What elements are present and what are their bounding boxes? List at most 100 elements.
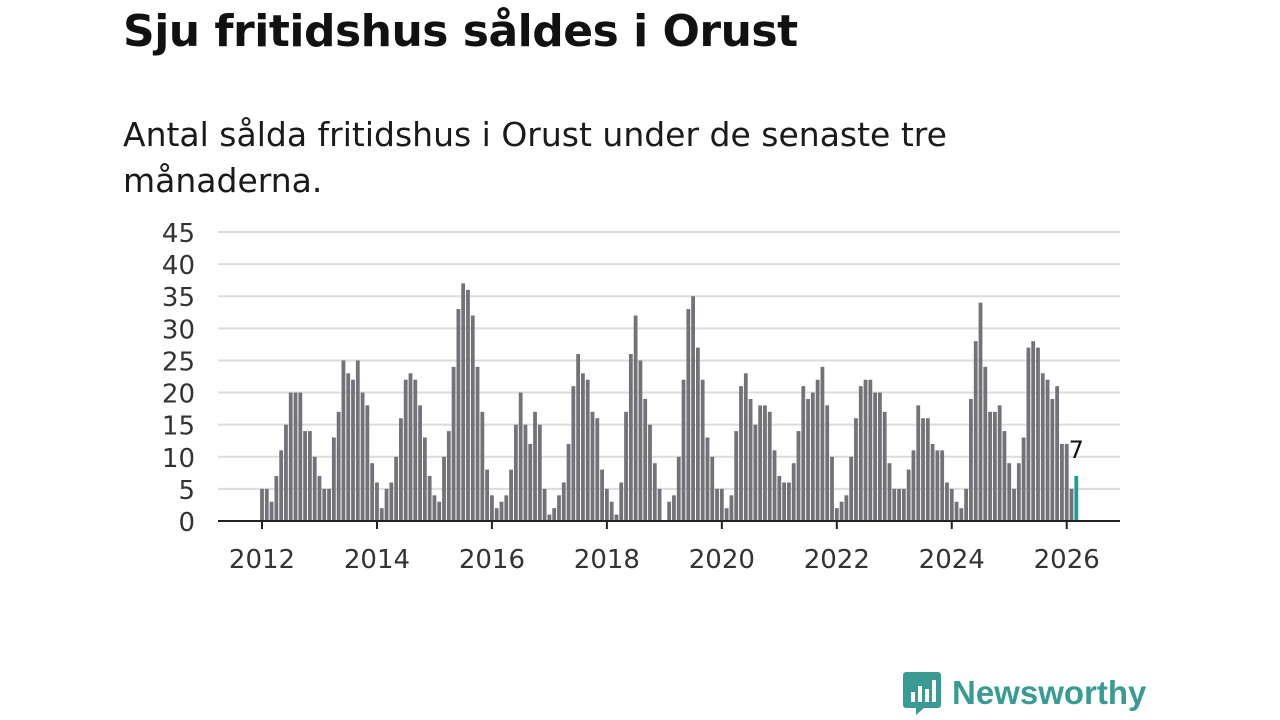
bar xyxy=(547,514,552,521)
bar xyxy=(983,366,988,521)
bar xyxy=(878,392,882,521)
bar xyxy=(1021,437,1026,521)
bar xyxy=(758,405,763,521)
newsworthy-logo: Newsworthy xyxy=(902,670,1146,716)
bar xyxy=(681,379,686,521)
bar xyxy=(279,450,284,521)
bar xyxy=(284,424,288,521)
bar xyxy=(552,508,557,521)
bar xyxy=(1069,488,1074,521)
x-tick-label: 2018 xyxy=(574,545,640,575)
y-tick-label: 45 xyxy=(162,219,195,249)
bar xyxy=(466,289,470,521)
bar xyxy=(810,392,815,521)
bar xyxy=(815,379,820,521)
bar xyxy=(422,437,427,521)
bar xyxy=(351,379,355,521)
bar xyxy=(346,373,351,521)
bar xyxy=(868,379,873,521)
bar xyxy=(763,405,767,521)
bar xyxy=(600,469,604,521)
bar xyxy=(691,296,695,521)
bar xyxy=(1064,443,1069,521)
bar xyxy=(743,373,748,521)
bar xyxy=(695,347,700,521)
bar xyxy=(806,398,810,521)
bar xyxy=(849,456,854,521)
x-tick-label: 2012 xyxy=(229,545,295,575)
y-tick-label: 10 xyxy=(162,444,195,474)
bar xyxy=(408,373,413,521)
y-tick-label: 20 xyxy=(162,380,195,410)
bar xyxy=(490,495,494,521)
bar xyxy=(724,508,729,521)
bar xyxy=(303,431,308,521)
bar xyxy=(288,392,293,521)
bar xyxy=(1031,341,1036,521)
bar xyxy=(863,379,868,521)
bar xyxy=(782,482,787,521)
bar xyxy=(585,379,590,521)
bar xyxy=(882,411,887,521)
bar xyxy=(1050,398,1055,521)
bar xyxy=(652,463,657,521)
bar xyxy=(997,405,1002,521)
brand-name: Newsworthy xyxy=(952,674,1147,711)
bar xyxy=(973,341,978,521)
bar xyxy=(331,437,336,521)
bar xyxy=(839,501,844,521)
bar xyxy=(801,386,806,521)
bar xyxy=(777,476,782,521)
bar xyxy=(542,488,547,521)
bar xyxy=(897,488,901,521)
bar xyxy=(964,488,969,521)
y-tick-label: 25 xyxy=(162,347,195,377)
bar xyxy=(518,392,523,521)
bar xyxy=(403,379,408,521)
bar xyxy=(633,315,638,521)
bar xyxy=(494,508,499,521)
bar xyxy=(413,379,418,521)
bar xyxy=(978,302,983,521)
bar xyxy=(921,418,925,521)
bar xyxy=(475,366,480,521)
bar xyxy=(418,405,422,521)
bar xyxy=(269,501,274,521)
bar xyxy=(988,411,992,521)
bar xyxy=(643,398,648,521)
bar xyxy=(906,469,911,521)
bar xyxy=(748,398,753,521)
bar xyxy=(686,309,691,521)
bar xyxy=(341,360,346,521)
bar xyxy=(308,431,312,521)
bar xyxy=(935,450,940,521)
bar xyxy=(537,424,542,521)
bar xyxy=(619,482,624,521)
bar xyxy=(911,450,916,521)
bar xyxy=(427,476,432,521)
bar xyxy=(504,495,509,521)
y-tick-label: 5 xyxy=(178,476,195,506)
bar xyxy=(930,443,935,521)
bar xyxy=(590,411,595,521)
bar xyxy=(672,495,676,521)
bar xyxy=(446,431,451,521)
bar xyxy=(791,463,796,521)
x-tick-label: 2016 xyxy=(459,545,525,575)
bar xyxy=(375,482,379,521)
chart-title: Sju fritidshus såldes i Orust xyxy=(123,6,798,57)
bar xyxy=(729,495,734,521)
bar xyxy=(523,424,528,521)
bar xyxy=(887,463,892,521)
bar xyxy=(485,469,490,521)
bar xyxy=(394,456,399,521)
bar xyxy=(528,443,533,521)
bar xyxy=(442,456,446,521)
bar xyxy=(1002,431,1007,521)
bar xyxy=(461,283,466,521)
y-tick-label: 30 xyxy=(162,315,195,345)
bar xyxy=(1007,463,1012,521)
bar xyxy=(298,392,303,521)
highlight-label: 7 xyxy=(1069,436,1084,464)
bar xyxy=(432,495,437,521)
